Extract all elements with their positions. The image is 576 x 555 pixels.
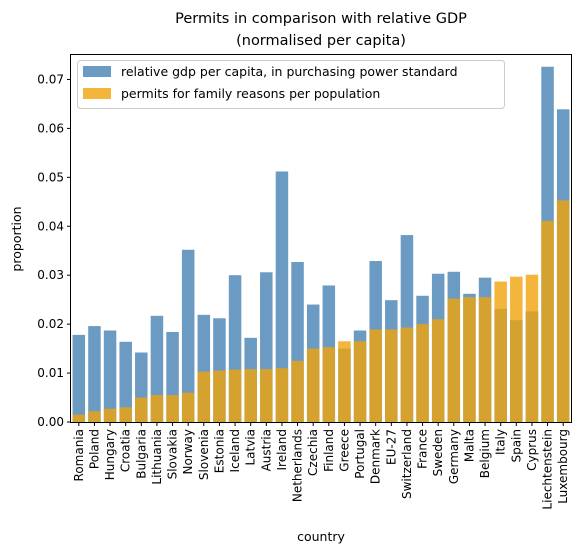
bar-permits-italy <box>494 281 507 422</box>
bars-group <box>72 66 570 423</box>
bar-permits-croatia <box>119 407 132 422</box>
bar-permits-iceland <box>228 369 242 422</box>
x-tick-label-greece: Greece <box>337 429 351 472</box>
x-tick-label-norway: Norway <box>181 429 195 475</box>
bar-permits-slovenia <box>197 371 211 422</box>
x-tick-label-netherlands: Netherlands <box>291 429 305 502</box>
x-tick-label-slovakia: Slovakia <box>166 429 180 479</box>
x-tick-label-romania: Romania <box>72 429 86 481</box>
x-tick-label-belgium: Belgium <box>478 429 492 478</box>
x-tick-label-malta: Malta <box>462 429 476 462</box>
x-tick-label-denmark: Denmark <box>369 429 383 484</box>
x-tick-label-poland: Poland <box>87 429 101 469</box>
bar-permits-liechtenstein <box>541 220 554 422</box>
x-tick-label-sweden: Sweden <box>431 429 445 476</box>
bar-permits-estonia <box>213 370 226 422</box>
bar-permits-cyprus <box>525 274 539 422</box>
x-tick-label-cyprus: Cyprus <box>525 429 539 471</box>
legend: relative gdp per capita, in purchasing p… <box>77 60 505 109</box>
x-tick-label-switzerland: Switzerland <box>400 429 414 499</box>
y-tick-label: 0.04 <box>37 219 64 233</box>
x-tick-label-lithuania: Lithuania <box>150 429 164 485</box>
y-tick-label: 0.03 <box>37 268 64 282</box>
legend-swatch-permits <box>83 88 111 99</box>
bar-permits-germany <box>447 298 461 422</box>
bar-gdp-croatia <box>119 341 132 422</box>
bar-permits-hungary <box>103 408 117 422</box>
plot-frame <box>70 54 572 423</box>
bar-permits-spain <box>510 276 523 422</box>
x-tick-label-austria: Austria <box>259 429 273 471</box>
bar-permits-belgium <box>478 297 492 422</box>
x-tick-label-iceland: Iceland <box>228 429 242 472</box>
legend-box <box>77 60 505 109</box>
bar-gdp-norway <box>181 249 195 422</box>
x-tick-label-czechia: Czechia <box>306 429 320 476</box>
bar-permits-switzerland <box>400 327 414 422</box>
x-tick-label-italy: Italy <box>494 429 508 455</box>
x-tick-label-finland: Finland <box>322 429 336 472</box>
bar-permits-france <box>416 324 429 422</box>
x-tick-label-hungary: Hungary <box>103 429 117 480</box>
y-tick-label: 0.01 <box>37 366 64 380</box>
y-tick-label: 0.07 <box>37 72 64 86</box>
y-tick-label: 0.00 <box>37 415 64 429</box>
chart-title-line-1: Permits in comparison with relative GDP <box>175 11 467 27</box>
bar-permits-greece <box>338 341 351 422</box>
x-tick-label-liechtenstein: Liechtenstein <box>541 429 555 510</box>
y-tick-label: 0.02 <box>37 317 64 331</box>
bar-permits-denmark <box>369 329 382 422</box>
x-axis-label: country <box>297 529 345 544</box>
y-axis-label: proportion <box>9 206 24 271</box>
chart-title-line-2: (normalised per capita) <box>236 33 406 49</box>
x-tick-label-slovenia: Slovenia <box>197 429 211 480</box>
x-tick-label-croatia: Croatia <box>119 429 133 472</box>
legend-swatch-gdp <box>83 66 111 77</box>
bar-permits-luxembourg <box>556 200 570 422</box>
bar-permits-lithuania <box>150 395 164 422</box>
bar-permits-austria <box>260 369 273 422</box>
bar-permits-czechia <box>306 348 320 422</box>
y-tick-label: 0.06 <box>37 121 64 135</box>
bar-gdp-hungary <box>103 330 117 422</box>
bar-permits-ireland <box>275 368 289 422</box>
x-tick-label-latvia: Latvia <box>244 429 258 466</box>
bar-gdp-ireland <box>275 171 289 422</box>
y-tick-label: 0.05 <box>37 170 64 184</box>
x-tick-label-france: France <box>416 429 430 469</box>
bar-permits-bulgaria <box>135 397 148 422</box>
x-axis-ticks: Romania Poland Hungary Croatia Bulgaria Lithu… <box>72 422 570 510</box>
bar-permits-poland <box>88 411 101 422</box>
bar-permits-netherlands <box>291 360 304 422</box>
bar-gdp-romania <box>72 334 86 422</box>
bar-permits-latvia <box>244 369 257 422</box>
bar-permits-slovakia <box>166 395 179 422</box>
bar-permits-norway <box>181 392 195 422</box>
x-tick-label-bulgaria: Bulgaria <box>134 429 148 479</box>
x-tick-label-ireland: Ireland <box>275 429 289 471</box>
legend-label-permits: permits for family reasons per populatio… <box>121 86 380 101</box>
x-tick-label-spain: Spain <box>509 429 523 463</box>
y-axis-ticks: 0.00 0.01 0.02 0.03 0.04 0.05 0.06 0.07 <box>37 72 71 429</box>
bar-permits-malta <box>463 297 476 422</box>
bar-permits-romania <box>72 414 86 422</box>
bar-permits-portugal <box>353 341 367 422</box>
bar-permits-eu-27 <box>385 329 398 422</box>
x-tick-label-portugal: Portugal <box>353 429 367 479</box>
bar-permits-sweden <box>431 319 445 422</box>
bar-gdp-poland <box>88 326 101 422</box>
legend-label-gdp: relative gdp per capita, in purchasing p… <box>121 64 458 79</box>
x-tick-label-eu-27: EU-27 <box>384 429 398 465</box>
bar-permits-finland <box>322 347 336 422</box>
x-tick-label-estonia: Estonia <box>212 429 226 473</box>
x-tick-label-luxembourg: Luxembourg <box>556 429 570 504</box>
x-tick-label-germany: Germany <box>447 429 461 484</box>
